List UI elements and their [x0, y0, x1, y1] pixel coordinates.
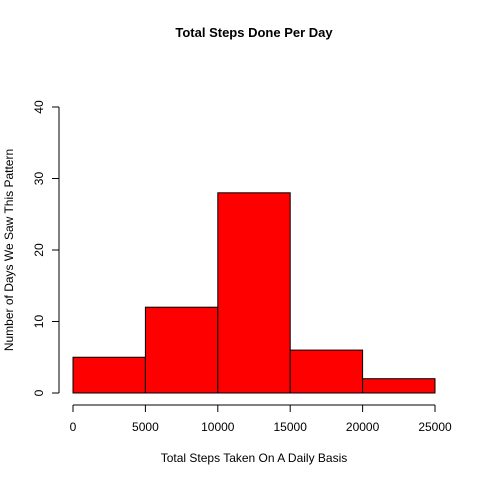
- histogram-bar-4: [362, 378, 436, 394]
- x-tick-label-3: 15000: [274, 420, 308, 434]
- y-tick-label-4: 40: [32, 100, 46, 114]
- bars-layer: [72, 192, 436, 394]
- x-tick-label-4: 20000: [346, 420, 380, 434]
- chart-title: Total Steps Done Per Day: [175, 25, 333, 40]
- histogram-bar-0: [72, 356, 146, 394]
- y-tick-label-1: 10: [32, 315, 46, 329]
- histogram-bar-1: [144, 306, 219, 394]
- y-tick-label-3: 30: [32, 172, 46, 186]
- x-tick-label-0: 0: [70, 420, 77, 434]
- histogram-bar-2: [217, 192, 291, 394]
- histogram-bar-3: [289, 349, 364, 394]
- y-tick-label-2: 20: [32, 243, 46, 257]
- x-axis-label: Total Steps Taken On A Daily Basis: [161, 451, 348, 465]
- y-axis: 0 10 20 30 40: [32, 100, 60, 396]
- x-tick-label-1: 5000: [132, 420, 159, 434]
- y-tick-label-0: 0: [32, 389, 46, 396]
- x-tick-label-5: 25000: [418, 420, 452, 434]
- y-axis-label: Number of Days We Saw This Pattern: [2, 149, 16, 351]
- x-axis: 0 5000 10000 15000 20000 25000: [70, 404, 452, 434]
- x-tick-label-2: 10000: [201, 420, 235, 434]
